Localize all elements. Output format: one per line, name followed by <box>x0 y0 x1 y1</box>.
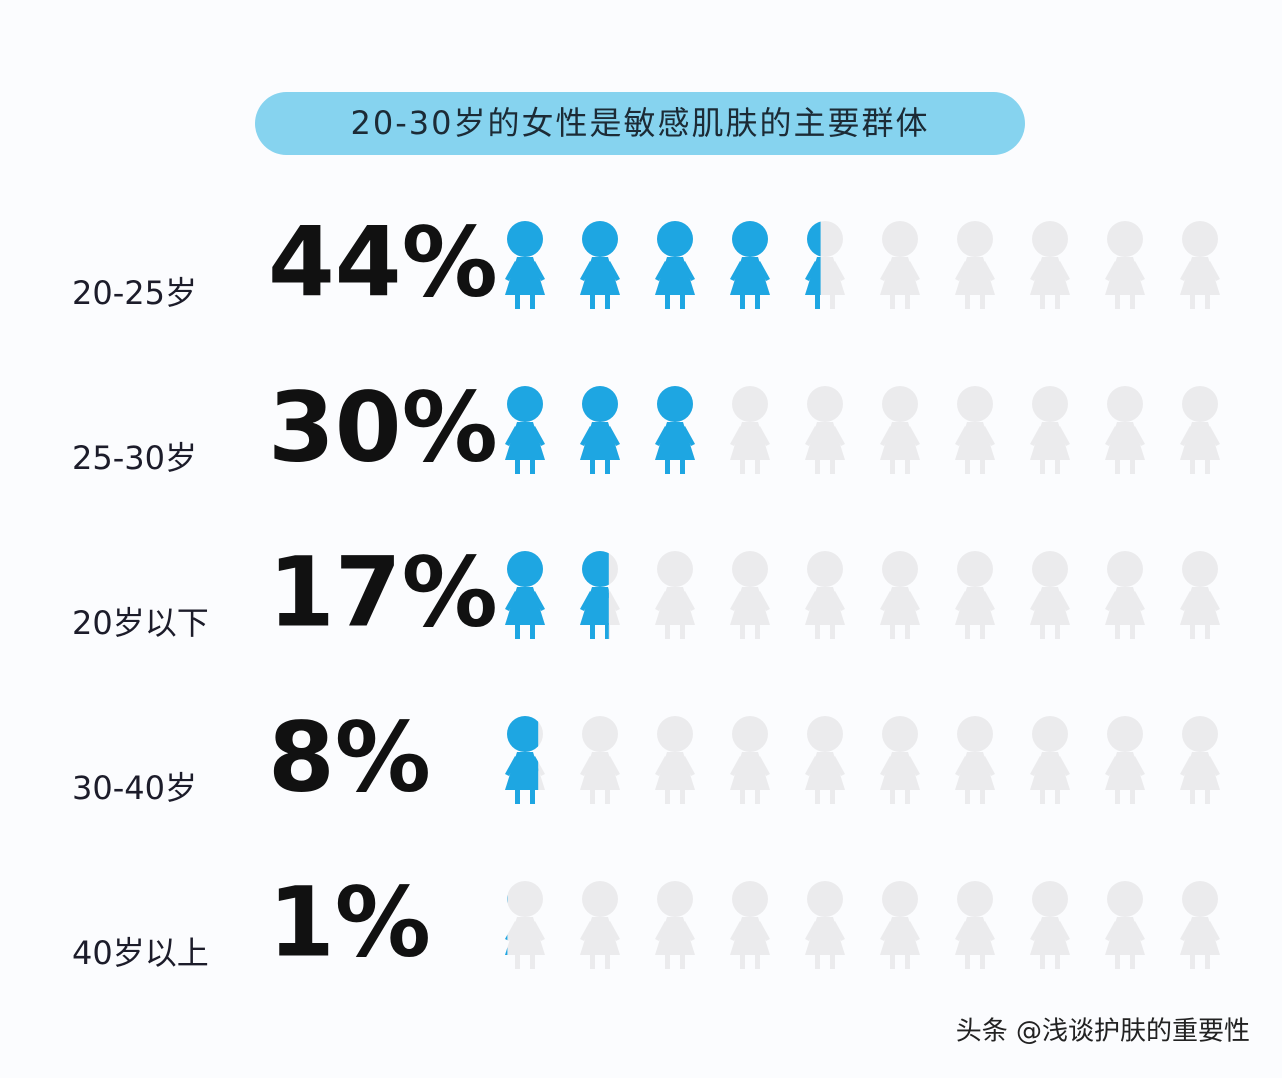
empty-icon <box>1105 551 1145 639</box>
empty-icon <box>955 221 995 309</box>
empty-icon <box>730 881 770 969</box>
empty-icon <box>1180 716 1220 804</box>
filled-icon <box>655 386 695 474</box>
empty-icon <box>580 716 620 804</box>
empty-icon <box>1105 881 1145 969</box>
value-label: 44% <box>268 206 498 318</box>
empty-icon <box>730 551 770 639</box>
filled-icon <box>730 221 770 309</box>
category-label: 40岁以上 <box>72 934 209 972</box>
empty-icon <box>505 881 545 969</box>
empty-icon <box>880 881 920 969</box>
empty-icon <box>880 386 920 474</box>
empty-icon <box>1180 386 1220 474</box>
filled-icon <box>580 221 620 309</box>
watermark: 头条 @浅谈护肤的重要性 <box>956 1017 1250 1047</box>
empty-icon <box>1105 716 1145 804</box>
empty-icon <box>955 386 995 474</box>
category-label: 20岁以下 <box>72 604 209 642</box>
empty-icon <box>1030 551 1070 639</box>
empty-icon <box>1180 221 1220 309</box>
empty-icon <box>655 716 695 804</box>
empty-icon <box>955 716 995 804</box>
title-pill <box>255 92 1025 155</box>
value-label: 8% <box>268 701 431 813</box>
empty-icon <box>655 551 695 639</box>
empty-icon <box>805 881 845 969</box>
empty-icon <box>1030 221 1070 309</box>
empty-icon <box>1180 551 1220 639</box>
category-label: 25-30岁 <box>72 439 197 477</box>
filled-icon <box>580 386 620 474</box>
value-label: 30% <box>268 371 498 483</box>
filled-icon <box>505 221 545 309</box>
empty-icon <box>1105 221 1145 309</box>
empty-icon <box>805 716 845 804</box>
empty-icon <box>805 386 845 474</box>
category-label: 20-25岁 <box>72 274 197 312</box>
empty-icon <box>1030 386 1070 474</box>
filled-icon <box>505 551 545 639</box>
empty-icon <box>1105 386 1145 474</box>
empty-icon <box>880 551 920 639</box>
empty-icon <box>730 716 770 804</box>
empty-icon <box>730 386 770 474</box>
empty-icon <box>955 881 995 969</box>
empty-icon <box>1030 716 1070 804</box>
filled-icon <box>505 386 545 474</box>
category-label: 30-40岁 <box>72 769 197 807</box>
chart-title: 20-30岁的女性是敏感肌肤的主要群体 <box>351 104 930 142</box>
empty-icon <box>1180 881 1220 969</box>
empty-icon <box>580 881 620 969</box>
empty-icon <box>805 551 845 639</box>
empty-icon <box>880 716 920 804</box>
empty-icon <box>655 881 695 969</box>
value-label: 1% <box>268 866 431 978</box>
filled-icon <box>655 221 695 309</box>
empty-icon <box>955 551 995 639</box>
empty-icon <box>1030 881 1070 969</box>
empty-icon <box>880 221 920 309</box>
value-label: 17% <box>268 536 498 648</box>
